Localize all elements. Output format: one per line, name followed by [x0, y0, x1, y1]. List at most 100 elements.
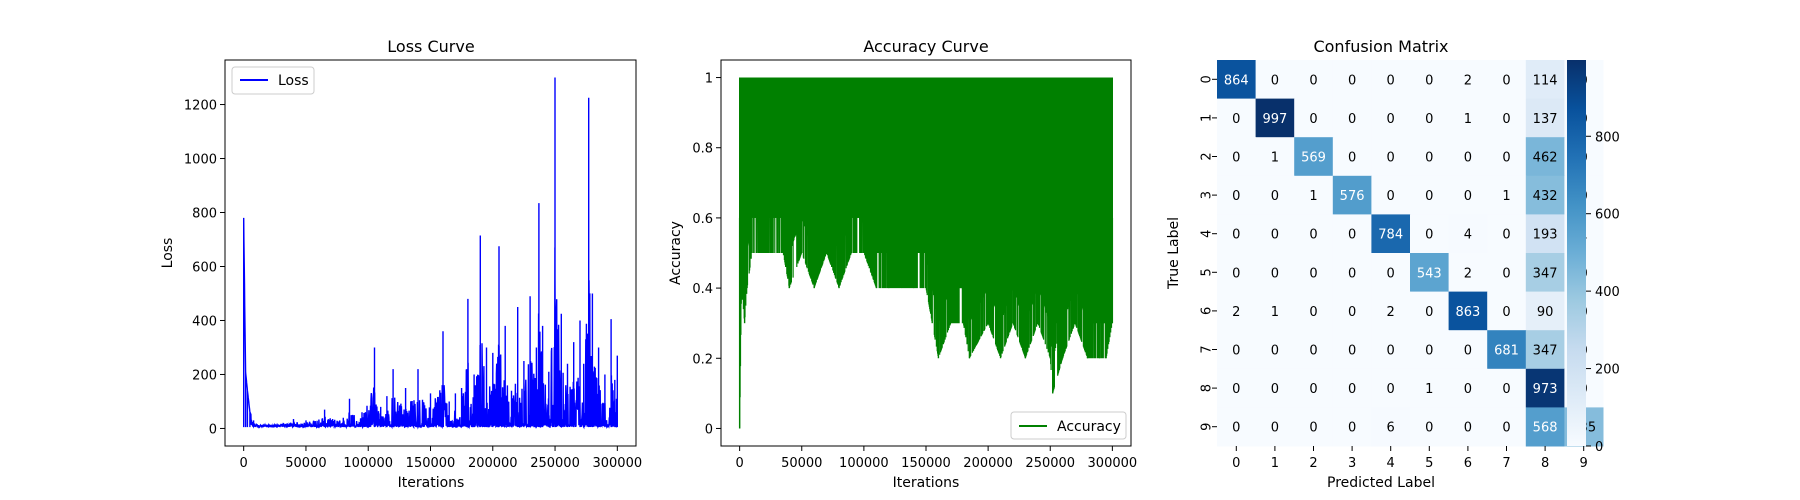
matrix-cell-value: 0: [1464, 151, 1472, 166]
matrix-cell: [1371, 60, 1411, 100]
matrix-cell: [1217, 137, 1257, 177]
colorbar-tick-label: 200: [1595, 363, 1620, 378]
matrix-cell: [1371, 137, 1411, 177]
matrix-cell: [1294, 407, 1334, 447]
matrix-y-tick-label: 6: [1200, 307, 1215, 315]
matrix-cell-value: 1: [1425, 382, 1433, 397]
matrix-cell-value: 2: [1232, 305, 1240, 320]
matrix-cell-value: 0: [1309, 344, 1317, 359]
matrix-cell-value: 0: [1232, 112, 1240, 127]
matrix-cell: [1371, 98, 1411, 138]
loss-x-tick-label: 250000: [530, 456, 580, 471]
matrix-cell-value: 2: [1387, 305, 1395, 320]
matrix-cell: [1448, 98, 1488, 138]
loss-y-axis-label: Loss: [160, 238, 176, 269]
loss-title: Loss Curve: [387, 37, 474, 56]
matrix-cell-value: 0: [1348, 344, 1356, 359]
loss-y-tick-label: 400: [192, 314, 217, 329]
matrix-cell: [1487, 368, 1527, 408]
matrix-y-tick-label: 2: [1200, 152, 1215, 160]
loss-x-tick-label: 0: [240, 456, 248, 471]
matrix-cell-value: 681: [1494, 344, 1519, 359]
matrix-cell: [1410, 407, 1450, 447]
matrix-cell: [1525, 368, 1565, 408]
matrix-cell: [1410, 137, 1450, 177]
matrix-cell: [1332, 291, 1372, 331]
matrix-cell: [1255, 368, 1295, 408]
matrix-cell: [1332, 60, 1372, 100]
matrix-cell-value: 0: [1232, 421, 1240, 436]
accuracy-x-tick-label: 200000: [963, 456, 1013, 471]
matrix-cell-value: 347: [1533, 266, 1558, 281]
matrix-cell-value: 0: [1309, 228, 1317, 243]
matrix-cell-value: 0: [1464, 344, 1472, 359]
matrix-cell: [1217, 60, 1257, 100]
matrix-cell-value: 0: [1232, 344, 1240, 359]
matrix-y-tick-label: 9: [1200, 423, 1215, 431]
matrix-cell-value: 0: [1348, 382, 1356, 397]
accuracy-legend: Accuracy: [1010, 411, 1127, 440]
matrix-cell-value: 0: [1425, 305, 1433, 320]
matrix-cell: [1487, 175, 1527, 215]
loss-legend-label: Loss: [278, 73, 309, 89]
matrix-cell: [1294, 98, 1334, 138]
matrix-cell-value: 0: [1232, 151, 1240, 166]
loss-x-ticks: 0 50000 100000 150000 200000 250000 300000: [240, 446, 642, 471]
matrix-cell-value: 0: [1387, 73, 1395, 88]
loss-x-tick-label: 200000: [468, 456, 518, 471]
matrix-cell-value: 0: [1387, 266, 1395, 281]
matrix-x-tick-label: 6: [1464, 456, 1472, 471]
loss-series-line: [243, 77, 618, 430]
matrix-cell: [1410, 60, 1450, 100]
loss-y-tick-label: 600: [192, 260, 217, 275]
matrix-cell-value: 0: [1502, 382, 1510, 397]
matrix-cell: [1371, 175, 1411, 215]
confusion-matrix-x-ticks: 0 1 2 3 4 5 6 7 8 9: [1232, 446, 1588, 471]
matrix-y-tick-label: 4: [1200, 230, 1215, 238]
loss-legend-box: [231, 66, 315, 95]
matrix-cell-value: 0: [1309, 112, 1317, 127]
accuracy-x-tick-label: 300000: [1088, 456, 1138, 471]
accuracy-y-tick-label: 0.6: [692, 212, 713, 227]
matrix-cell-value: 0: [1309, 421, 1317, 436]
matrix-cell-value: 0: [1502, 73, 1510, 88]
matrix-cell: [1255, 291, 1295, 331]
matrix-cell: [1294, 214, 1334, 254]
matrix-cell: [1294, 291, 1334, 331]
confusion-matrix-y-ticks: 0 1 2 3 4 5 6 7 8 9: [1200, 75, 1217, 431]
loss-plot-area: [243, 77, 618, 430]
loss-y-tick-label: 1200: [184, 99, 217, 114]
matrix-cell-value: 784: [1378, 228, 1403, 243]
matrix-cell-value: 997: [1262, 112, 1287, 127]
matrix-x-tick-label: 3: [1348, 456, 1356, 471]
matrix-cell-value: 0: [1348, 151, 1356, 166]
accuracy-y-tick-label: 0.2: [692, 352, 713, 367]
matrix-cell: [1255, 330, 1295, 370]
colorbar-tick-label: 0: [1595, 440, 1603, 455]
matrix-cell-value: 6: [1387, 421, 1395, 436]
matrix-cell: [1448, 137, 1488, 177]
matrix-cell: [1217, 368, 1257, 408]
colorbar-tick-label: 600: [1595, 208, 1620, 223]
matrix-cell-value: 347: [1533, 344, 1558, 359]
matrix-cell-value: 1: [1464, 112, 1472, 127]
matrix-cell: [1487, 60, 1527, 100]
matrix-cell-value: 462: [1533, 151, 1558, 166]
accuracy-legend-box: [1010, 411, 1127, 440]
matrix-cell: [1255, 60, 1295, 100]
matrix-cell: [1217, 407, 1257, 447]
confusion-matrix-chart: Confusion Matrix 86400000201140099700001…: [1166, 37, 1620, 491]
matrix-cell: [1448, 407, 1488, 447]
matrix-cell-value: 0: [1348, 112, 1356, 127]
matrix-cell: [1487, 407, 1527, 447]
confusion-matrix-x-axis-label: Predicted Label: [1327, 475, 1435, 491]
matrix-cell: [1410, 368, 1450, 408]
matrix-cell: [1448, 330, 1488, 370]
matrix-cell: [1487, 330, 1527, 370]
matrix-y-tick-label: 1: [1200, 114, 1215, 122]
matrix-cell-value: 973: [1533, 382, 1558, 397]
matrix-cell-value: 0: [1271, 421, 1279, 436]
matrix-cell-value: 0: [1502, 228, 1510, 243]
loss-y-tick-label: 200: [192, 368, 217, 383]
matrix-cell-value: 0: [1425, 228, 1433, 243]
